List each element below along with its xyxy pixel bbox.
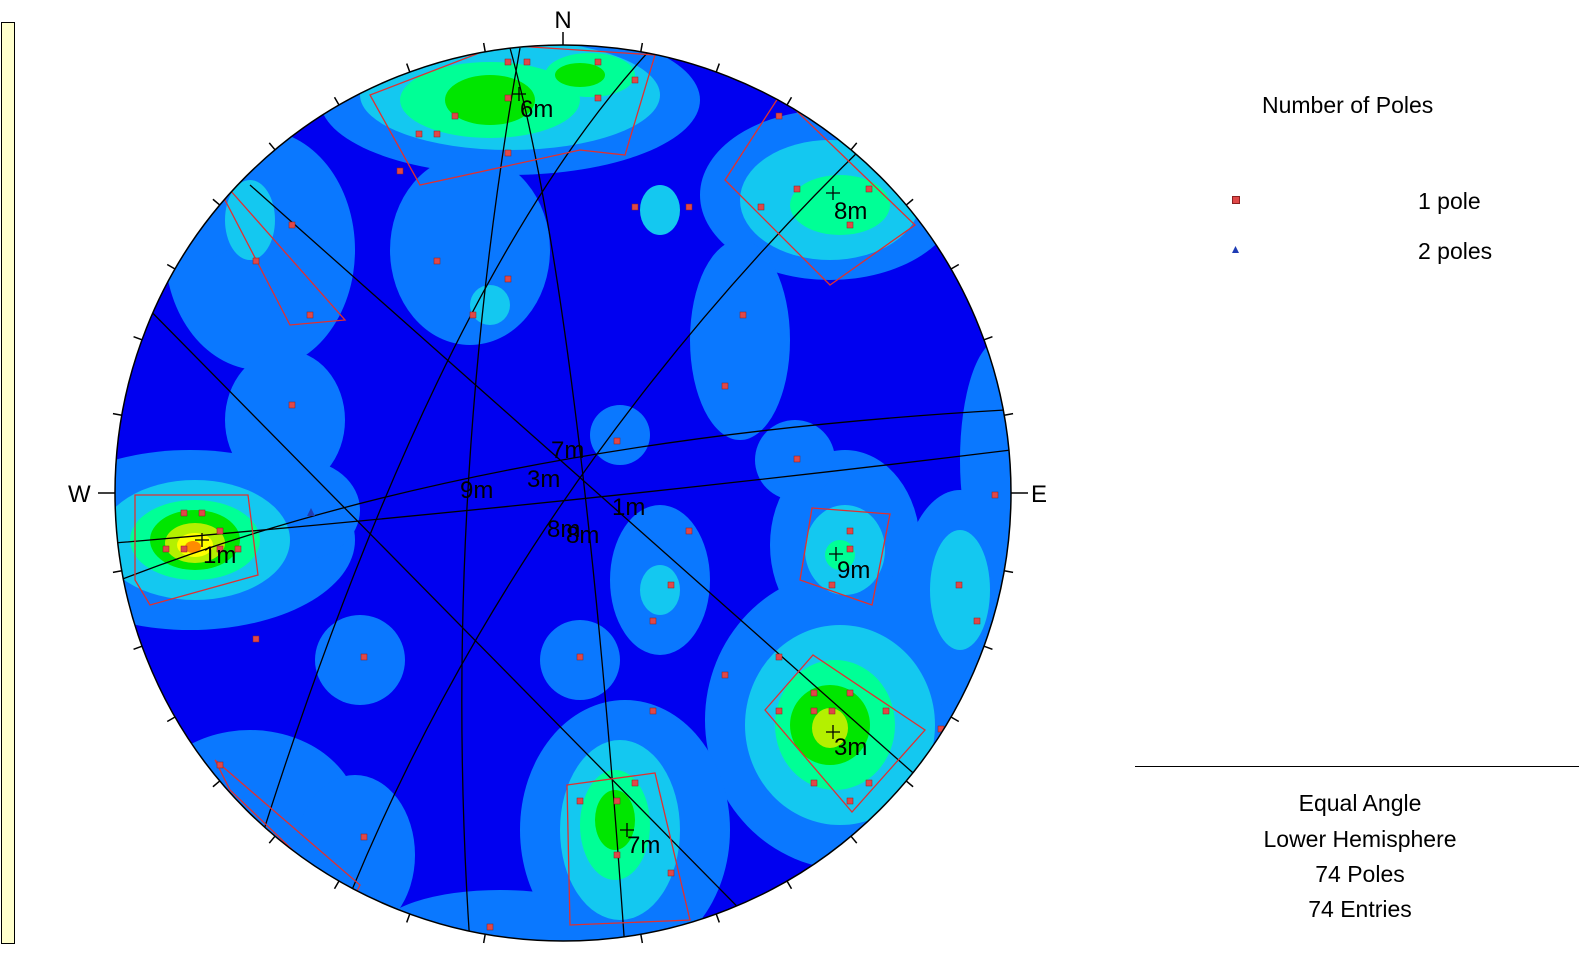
tick-mark: [715, 913, 721, 923]
info-hemisphere: Lower Hemisphere: [1263, 826, 1457, 852]
tick-mark: [333, 96, 340, 106]
center-label-7m: 7m: [551, 437, 584, 464]
info-poles: 74 Poles: [1315, 861, 1405, 887]
center-label-1m: 1m: [612, 494, 645, 521]
set-label-3m: 3m: [834, 734, 867, 761]
legend-label-2-poles: 2 poles: [1418, 238, 1493, 264]
tick-mark: [786, 880, 793, 890]
tick-mark: [983, 335, 993, 341]
tick-mark: [405, 913, 411, 923]
tick-mark: [1004, 570, 1014, 574]
tick-mark: [850, 142, 858, 151]
tick-mark: [268, 835, 276, 844]
tick-mark: [133, 645, 143, 651]
tick-mark: [166, 716, 176, 723]
tick-mark: [950, 716, 960, 723]
tick-mark: [112, 570, 122, 574]
legend-triangle-icon: [1232, 246, 1239, 253]
tick-mark: [268, 142, 276, 151]
legend-label-1-pole: 1 pole: [1418, 188, 1481, 214]
center-label-8m-a: 8m: [547, 516, 580, 543]
tick-mark: [1004, 412, 1014, 416]
tick-mark: [405, 63, 411, 73]
tick-mark: [640, 934, 644, 944]
stereonet-plot: N E W 6m 8m 1m 9m 3m 7m 7m 3m 9m 1m 8m 8…: [68, 7, 1047, 944]
legend-divider: [1135, 766, 1579, 767]
mean-pole-crosses: [195, 87, 843, 837]
info-projection: Equal Angle: [1298, 790, 1422, 816]
tick-mark: [333, 880, 340, 890]
tick-mark: [950, 263, 960, 270]
pole-marker-double: [307, 508, 315, 516]
compass-west: W: [68, 481, 91, 508]
center-label-3m: 3m: [527, 466, 560, 493]
tick-mark: [983, 645, 993, 651]
set-label-8m: 8m: [834, 198, 867, 225]
tick-mark: [640, 42, 644, 52]
tick-mark: [166, 263, 176, 270]
tick-mark: [482, 42, 486, 52]
set-label-7m: 7m: [627, 832, 660, 859]
compass-east: E: [1031, 481, 1047, 508]
tick-mark: [715, 63, 721, 73]
tick-mark: [905, 780, 914, 788]
tick-mark: [112, 412, 122, 416]
tick-mark: [482, 934, 486, 944]
center-label-8m-b: 8m: [566, 522, 599, 549]
legend-square-icon: [1232, 196, 1240, 204]
tick-mark: [212, 198, 221, 206]
great-circles: [115, 47, 1011, 941]
tick-mark: [905, 198, 914, 206]
set-labels: 6m 8m 1m 9m 3m 7m 7m 3m 9m 1m 8m 8m: [203, 96, 870, 859]
set-label-1m: 1m: [203, 542, 236, 569]
tick-mark: [850, 835, 858, 844]
tick-marks: [112, 42, 1014, 944]
set-label-6m: 6m: [520, 96, 553, 123]
pole-markers: [162, 58, 999, 931]
tick-mark: [212, 780, 221, 788]
set-label-9m: 9m: [837, 557, 870, 584]
side-panel: [1, 22, 15, 944]
tick-mark: [133, 335, 143, 341]
set-windows: [134, 45, 926, 926]
info-entries: 74 Entries: [1308, 896, 1412, 922]
compass-north: N: [554, 7, 571, 34]
legend-title: Number of Poles: [1262, 92, 1434, 118]
tick-mark: [786, 96, 793, 106]
center-label-9m: 9m: [460, 477, 493, 504]
